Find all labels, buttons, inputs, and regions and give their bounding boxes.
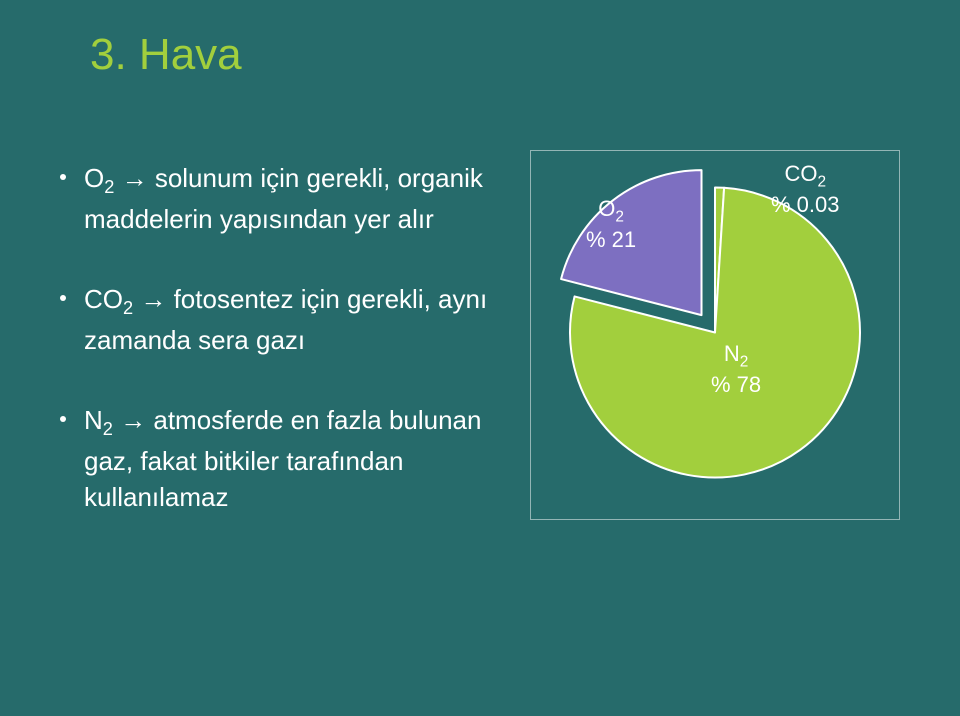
slide-title: 3. Hava: [90, 30, 242, 80]
pie-label-n2: N2 % 78: [711, 341, 761, 398]
bullet-item: O2 → solunum için gerekli, organik madde…: [60, 160, 490, 237]
bullet-text: N2 → atmosferde en fazla bulunan gaz, fa…: [84, 402, 490, 515]
bullet-item: CO2 → fotosentez için gerekli, aynı zama…: [60, 281, 490, 358]
bullet-list: O2 → solunum için gerekli, organik madde…: [60, 160, 490, 560]
pie-label-co2: CO2 % 0.03: [771, 161, 840, 218]
bullet-dot: [60, 416, 66, 422]
bullet-text: CO2 → fotosentez için gerekli, aynı zama…: [84, 281, 490, 358]
bullet-text: O2 → solunum için gerekli, organik madde…: [84, 160, 490, 237]
pie-label-o2: O2 % 21: [586, 196, 636, 253]
bullet-dot: [60, 174, 66, 180]
bullet-dot: [60, 295, 66, 301]
bullet-item: N2 → atmosferde en fazla bulunan gaz, fa…: [60, 402, 490, 515]
pie-chart: N2 % 78 O2 % 21 CO2 % 0.03: [530, 150, 900, 520]
slide: 3. Hava O2 → solunum için gerekli, organ…: [0, 0, 960, 716]
